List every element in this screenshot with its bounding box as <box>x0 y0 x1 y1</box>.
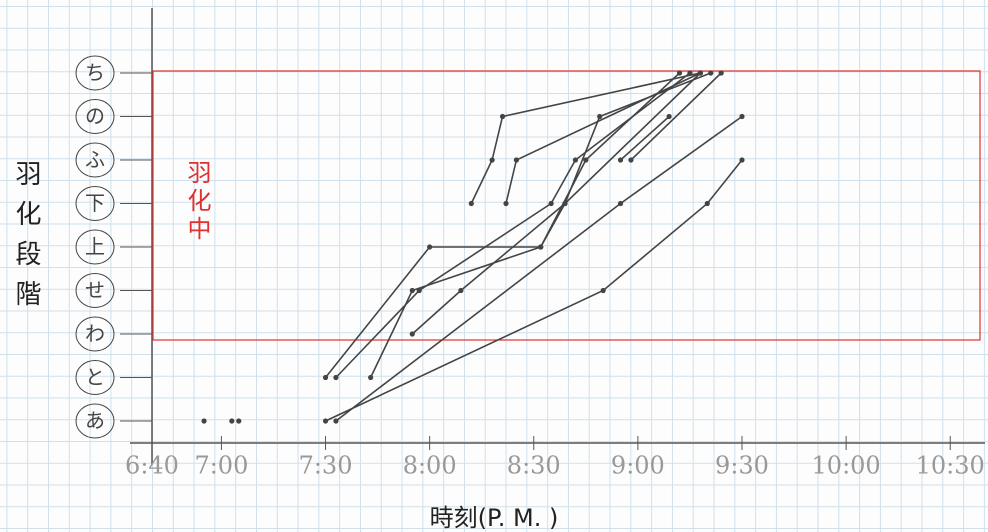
point <box>500 114 505 119</box>
y-tick-label: わ <box>85 322 105 346</box>
y-tick-label: せ <box>85 278 105 302</box>
point <box>368 375 373 380</box>
point <box>601 288 606 293</box>
point <box>677 70 682 75</box>
point <box>597 114 602 119</box>
point <box>573 157 578 162</box>
x-tick-label: 6:40 <box>125 452 179 480</box>
x-tick-label: 10:30 <box>916 452 985 480</box>
y-tick-label: 下 <box>85 191 105 215</box>
series-line <box>336 73 690 378</box>
point <box>469 201 474 206</box>
point <box>739 157 744 162</box>
series-line <box>326 73 701 378</box>
point <box>490 157 495 162</box>
x-tick-label: 7:30 <box>299 452 353 480</box>
x-tick-label: 9:00 <box>611 452 665 480</box>
point <box>618 157 623 162</box>
point <box>739 114 744 119</box>
point <box>698 70 703 75</box>
point <box>628 157 633 162</box>
point <box>705 201 710 206</box>
x-tick-label: 8:00 <box>403 452 457 480</box>
point <box>236 418 241 423</box>
point <box>618 201 623 206</box>
x-tick-label: 10:00 <box>812 452 881 480</box>
point <box>427 244 432 249</box>
point <box>562 201 567 206</box>
point <box>667 114 672 119</box>
x-tick-label: 8:30 <box>507 452 561 480</box>
y-tick-label: ふ <box>85 148 105 172</box>
point <box>323 375 328 380</box>
x-tick-label: 7:00 <box>194 452 248 480</box>
point <box>708 70 713 75</box>
point <box>333 418 338 423</box>
point <box>583 157 588 162</box>
point <box>458 288 463 293</box>
point <box>333 375 338 380</box>
point <box>323 418 328 423</box>
point <box>201 418 206 423</box>
point <box>410 288 415 293</box>
point <box>719 70 724 75</box>
point <box>549 201 554 206</box>
chart-page: 羽化段階 羽化中 時刻(P. M. ) 6:407:007:308:008:30… <box>0 0 988 532</box>
x-tick-label: 9:30 <box>715 452 769 480</box>
point <box>503 201 508 206</box>
point <box>538 244 543 249</box>
y-tick-label: と <box>85 365 105 389</box>
y-tick-label: の <box>85 104 105 128</box>
y-tick-label: ち <box>85 61 105 85</box>
point <box>410 331 415 336</box>
point <box>514 157 519 162</box>
y-tick-label: 上 <box>85 235 105 259</box>
series-line <box>621 117 670 161</box>
series-line <box>371 73 680 378</box>
series-line <box>336 117 742 422</box>
chart: 6:40 7:00 7:30 8:00 8:30 9:00 9:30 10:00 10:30 あと… <box>0 0 988 532</box>
point <box>229 418 234 423</box>
y-tick-label: あ <box>85 409 105 433</box>
series-line <box>412 73 710 334</box>
